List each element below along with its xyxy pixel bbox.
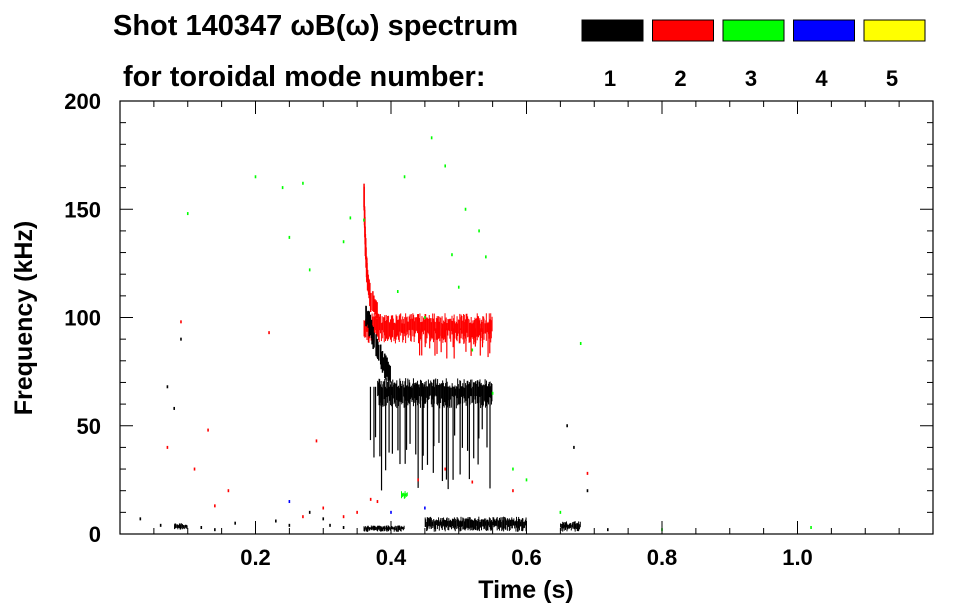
plot-frame — [119, 100, 934, 535]
mode-2-point — [586, 471, 589, 475]
mode-2-point — [268, 331, 270, 335]
legend-swatch-mode-5 — [863, 19, 926, 42]
mode-3-point — [424, 316, 426, 319]
mode-3-point — [342, 240, 345, 244]
y-tick-label: 50 — [77, 414, 101, 439]
y-tick-label: 200 — [64, 89, 101, 114]
mode-1-point — [173, 406, 175, 410]
mode-3-point — [485, 255, 487, 259]
x-axis-label: Time (s) — [478, 576, 573, 604]
mode-1-point — [586, 489, 589, 493]
mode-1-point — [566, 424, 568, 428]
y-tick-label: 150 — [64, 197, 101, 222]
mode-3-point — [451, 253, 453, 257]
mode-2-point — [322, 506, 325, 510]
mode-2-point — [214, 504, 216, 508]
chart-title: Shot 140347 ωB(ω) spectrum — [113, 10, 518, 42]
mode-2-point — [207, 428, 209, 432]
mode-4-point — [424, 506, 426, 510]
mode-2-point — [193, 467, 196, 471]
mode-3-point — [559, 510, 562, 514]
mode-3-point — [471, 348, 474, 352]
mode-4-point — [288, 500, 291, 504]
mode-1-point — [573, 445, 575, 449]
x-tick-label: 1.0 — [782, 545, 813, 570]
x-tick-label: 0.4 — [376, 545, 407, 570]
mode-1-point — [234, 521, 236, 525]
x-tick-label: 0.8 — [647, 545, 678, 570]
mode-3-point — [457, 285, 460, 289]
mode-3-point — [396, 290, 399, 294]
mode-3-point — [281, 186, 284, 190]
legend-swatch-mode-3 — [722, 19, 785, 42]
y-tick-label: 100 — [64, 306, 101, 331]
legend-swatch-mode-2 — [652, 19, 714, 42]
legend-label-mode-5: 5 — [886, 66, 898, 91]
mode-1-point — [214, 528, 216, 532]
mode-2-point — [227, 489, 230, 493]
mode-2-point — [180, 320, 182, 324]
mode-3-point — [363, 218, 365, 222]
mode-4-point — [390, 510, 392, 514]
mode-3-point — [403, 175, 406, 179]
mode-1-point — [308, 510, 311, 514]
mode-1-point — [288, 523, 291, 527]
mode-3-point — [308, 268, 311, 272]
mode-3-point — [478, 229, 480, 233]
mode-3-point — [288, 235, 291, 239]
legend: 1 2 3 4 5 — [581, 19, 926, 91]
legend-swatch-mode-1 — [581, 19, 644, 42]
y-axis-label: Frequency (kHz) — [10, 221, 38, 415]
mode-2-point — [512, 489, 514, 493]
mode-1-point — [342, 526, 345, 530]
mode-3-point — [579, 341, 582, 345]
mode-1-point — [180, 337, 182, 341]
mode-1-point — [329, 523, 331, 527]
mode-1-point — [139, 517, 142, 521]
legend-swatch-mode-4 — [793, 19, 855, 42]
legend-label-mode-1: 1 — [604, 66, 616, 91]
axes: 0.2 0.4 0.6 0.8 1.0 0 50 100 150 200 — [64, 89, 933, 570]
mode-3-point — [464, 207, 467, 211]
mode-2-point — [417, 478, 419, 482]
mode-3-point — [491, 391, 494, 395]
mode-3-point — [349, 216, 352, 220]
mode-2-point — [471, 480, 474, 484]
mode-2-point — [369, 497, 372, 501]
mode-3-point — [512, 467, 514, 471]
mode-1-point — [159, 523, 162, 527]
mode-1-point — [275, 519, 277, 523]
mode-1-point — [166, 385, 169, 389]
mode-3-point — [810, 526, 812, 530]
legend-label-mode-4: 4 — [815, 66, 828, 91]
mode-3-point — [254, 175, 257, 179]
legend-label-mode-3: 3 — [745, 66, 757, 91]
x-tick-label: 0.6 — [511, 545, 542, 570]
mode-1-point — [322, 517, 325, 521]
mode-3-point — [302, 181, 304, 185]
mode-3-point — [430, 136, 433, 140]
mode-3-point — [186, 212, 189, 216]
mode-2-point — [315, 439, 318, 443]
mode-1-point — [200, 526, 203, 530]
mode-3-point — [525, 478, 528, 482]
mode-3-point — [444, 164, 446, 168]
plot-marks — [139, 136, 812, 532]
legend-title: for toroidal mode number: — [123, 61, 486, 93]
x-tick-label: 0.2 — [240, 545, 271, 570]
mode-2-point — [376, 500, 379, 504]
y-tick-label: 0 — [89, 522, 101, 547]
mode-1-point — [607, 528, 609, 532]
mode-2-point — [166, 445, 169, 449]
mode-2-point — [444, 467, 446, 471]
legend-label-mode-2: 2 — [674, 66, 686, 91]
mode-2-point — [356, 510, 358, 514]
mode-2-point — [342, 515, 345, 519]
mode-2-point — [302, 515, 304, 519]
